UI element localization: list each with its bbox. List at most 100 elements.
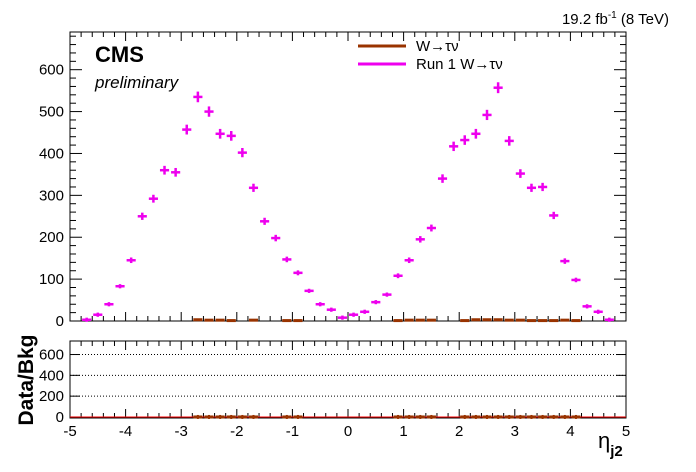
run1-data-point [148,194,158,203]
run1-data-point [282,256,292,263]
run1-data-point [593,309,603,314]
run1-data-point [126,257,136,264]
x-tick-label: -5 [63,423,76,440]
run1-data-point [204,106,214,117]
ratio-data-point [193,414,203,419]
y-tick-label: 0 [56,313,64,330]
run1-data-point [415,236,425,243]
ratio-series [193,414,581,419]
x-tick-label: -4 [119,423,132,440]
y-tick-label: 200 [39,229,64,246]
run1-data-point [437,174,448,183]
run1-data-point [171,167,181,177]
ratio-data-point [460,414,470,419]
ratio-data-point [560,414,570,419]
run1-data-point [449,141,459,152]
ratio-data-point [482,414,492,419]
ratio-y-tick-label: 0 [56,409,64,426]
run1-data-point [504,136,514,146]
cms-label: CMS [95,42,144,67]
run1-data-point [560,258,570,264]
run1-data-point [582,304,592,309]
run1-data-point [393,273,403,279]
ratio-data-point [549,414,559,419]
lumi-label: 19.2 fb-1 (8 TeV) [562,10,669,28]
main-axes: 0 100 200 300 400 500 600 [39,32,627,330]
ratio-data-point [526,414,537,419]
run1-data-point [104,302,114,307]
ratio-data-point [237,414,247,419]
run1-data-point [182,124,192,135]
x-tick-label: -1 [286,423,299,440]
run1-data-point [515,169,525,178]
ratio-data-point [404,414,414,419]
run1-data-point [293,270,303,276]
run1-data-point [315,302,325,307]
ratio-data-point [493,414,503,419]
run1-data-point [604,317,614,322]
ratio-data-point [538,414,548,419]
x-tick-label: 0 [344,423,352,440]
run1-data-point [159,165,170,175]
run1-data-point [493,82,503,94]
ratio-data-point [426,414,436,419]
run1-data-point [371,300,381,305]
ratio-data-point [471,414,481,419]
run1-data-point [237,148,247,158]
run1-data-point [538,182,548,192]
y-tick-label: 500 [39,104,64,121]
run1-data-point [82,317,92,322]
ratio-data-point [415,414,425,419]
x-tick-label: 1 [399,423,407,440]
run1-data-point [260,217,270,225]
run1-data-point [382,292,392,297]
ratio-data-point [282,414,292,419]
ratio-y-tick-label: 600 [39,347,64,364]
x-tick-label: -2 [230,423,243,440]
x-tick-label: 2 [455,423,463,440]
ratio-data-point [515,414,525,419]
ratio-y-tick-label: 400 [39,367,64,384]
run1-data-point [549,211,559,220]
legend-label-run1-w-taunu: Run 1 W→τν [416,56,503,73]
x-axis-label: ηj2 [598,428,623,460]
y-tick-label: 600 [39,62,64,79]
run1-data-point [360,309,370,314]
run1-data-point [226,131,236,141]
run1-data-point [326,307,336,312]
run1-data-point [337,315,347,320]
main-series [82,82,614,323]
y-tick-label: 100 [39,271,64,288]
y-tick-label: 400 [39,145,64,162]
y-tick-label: 300 [39,187,64,204]
run1-data-point [471,128,481,139]
run1-data-point [526,183,537,192]
x-tick-label: 5 [622,423,630,440]
run1-data-point [349,312,359,317]
ratio-data-point [215,414,225,419]
ratio-data-point [226,414,236,419]
run1-data-point [426,224,436,232]
legend: W→τν Run 1 W→τν [358,38,503,73]
legend-label-w-taunu: W→τν [416,38,459,55]
run1-data-point [404,257,414,264]
ratio-axes: -5 -4 -3 -2 -1 0 1 2 3 4 5 0 200 400 600 [39,341,630,440]
run1-data-point [193,91,203,103]
run1-data-point [248,183,259,192]
ratio-plot-frame [69,340,627,419]
run1-data-point [93,312,103,317]
x-tick-label: 3 [511,423,519,440]
ratio-data-point [248,414,259,419]
run1-data-point [137,212,147,220]
run1-data-point [115,284,125,289]
run1-data-point [482,109,492,121]
ratio-data-point [571,414,581,419]
ratio-y-axis-label: Data/Bkg [15,334,38,425]
x-tick-label: -3 [175,423,188,440]
run1-data-point [304,288,314,293]
run1-data-point [215,128,225,139]
ratio-y-tick-label: 200 [39,388,64,405]
x-tick-label: 4 [566,423,574,440]
run1-data-point [571,277,581,283]
